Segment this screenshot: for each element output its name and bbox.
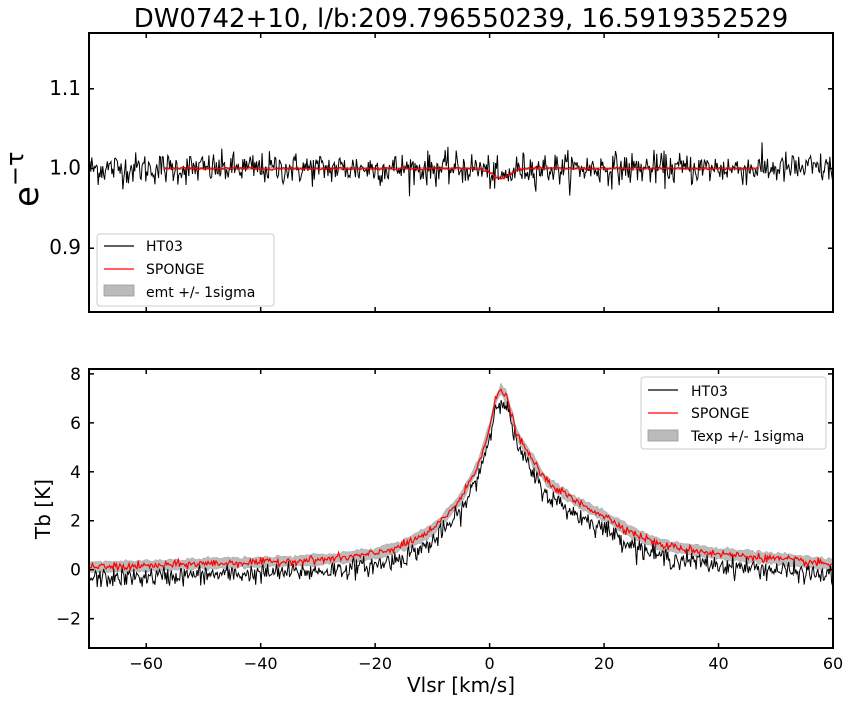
top-legend-label-ht03: HT03 bbox=[146, 239, 183, 255]
bottom-series bbox=[88, 388, 834, 588]
top-xticks bbox=[145, 33, 834, 312]
bottom-axes-frame bbox=[88, 368, 834, 649]
y-tick-label: 1.0 bbox=[49, 156, 81, 180]
y-tick-label: −2 bbox=[56, 610, 81, 630]
y-tick-label: 0.9 bbox=[49, 235, 81, 259]
bottom-series-ht03 bbox=[88, 400, 834, 588]
bottom-yticks: −2 0 2 4 6 8 bbox=[56, 365, 833, 630]
bottom-legend-label-ht03: HT03 bbox=[691, 384, 728, 400]
bottom-ylabel: Tb [K] bbox=[31, 479, 55, 540]
x-tick-label: 40 bbox=[708, 654, 728, 673]
top-ylabel-base: e bbox=[7, 186, 47, 207]
bottom-legend: HT03 SPONGE Texp +/- 1sigma bbox=[640, 376, 827, 450]
top-series bbox=[88, 142, 834, 197]
chart-title: DW0742+10, l/b:209.796550239, 16.5919352… bbox=[134, 4, 789, 34]
top-axes-frame bbox=[88, 32, 834, 313]
top-panel: 0.9 1.0 1.1 e−τ HT03 SPONGE emt +/- 1sigma bbox=[1, 32, 834, 313]
x-tick-label: 60 bbox=[823, 654, 843, 673]
y-tick-label: 4 bbox=[70, 463, 81, 483]
bottom-legend-box bbox=[640, 376, 827, 450]
top-legend: HT03 SPONGE emt +/- 1sigma bbox=[96, 233, 275, 307]
top-series-ht03 bbox=[88, 142, 834, 197]
top-band-area bbox=[163, 166, 759, 180]
bottom-legend-label-sponge: SPONGE bbox=[691, 406, 750, 422]
top-legend-box bbox=[96, 233, 275, 307]
top-ylabel: e−τ bbox=[1, 152, 47, 207]
x-tick-label: −60 bbox=[129, 654, 163, 673]
top-yticks: 0.9 1.0 1.1 bbox=[49, 76, 833, 259]
bottom-legend-swatch-band bbox=[647, 429, 679, 442]
y-tick-label: 8 bbox=[70, 365, 81, 385]
top-ylabel-exp: −τ bbox=[1, 152, 29, 187]
x-tick-label: −20 bbox=[358, 654, 392, 673]
y-tick-label: 6 bbox=[70, 414, 81, 434]
y-tick-label: 1.1 bbox=[49, 76, 81, 100]
bottom-series-sponge bbox=[88, 388, 833, 573]
y-tick-label: 2 bbox=[70, 512, 81, 532]
bottom-xlabel: Vlsr [km/s] bbox=[407, 673, 515, 697]
y-tick-label: 0 bbox=[70, 561, 81, 581]
top-legend-label-sponge: SPONGE bbox=[146, 262, 205, 278]
top-legend-swatch-band bbox=[103, 284, 135, 297]
bottom-xticks: −60 −40 −20 0 20 40 60 bbox=[129, 369, 843, 673]
bottom-legend-label-band: Texp +/- 1sigma bbox=[690, 429, 804, 445]
x-tick-label: −40 bbox=[244, 654, 278, 673]
x-tick-label: 20 bbox=[594, 654, 614, 673]
top-legend-label-band: emt +/- 1sigma bbox=[146, 285, 255, 301]
top-series-sponge bbox=[163, 165, 760, 180]
top-band bbox=[163, 166, 759, 180]
x-tick-label: 0 bbox=[485, 654, 495, 673]
